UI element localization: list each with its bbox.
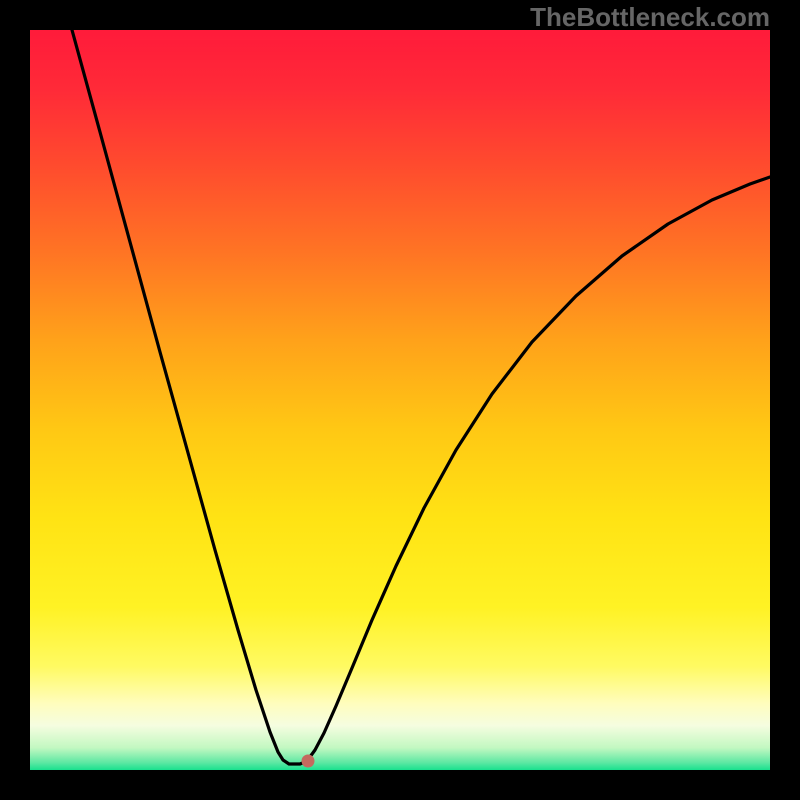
bottleneck-chart: TheBottleneck.com [0, 0, 800, 800]
plot-area-gradient [30, 30, 770, 770]
watermark-label: TheBottleneck.com [530, 2, 770, 33]
